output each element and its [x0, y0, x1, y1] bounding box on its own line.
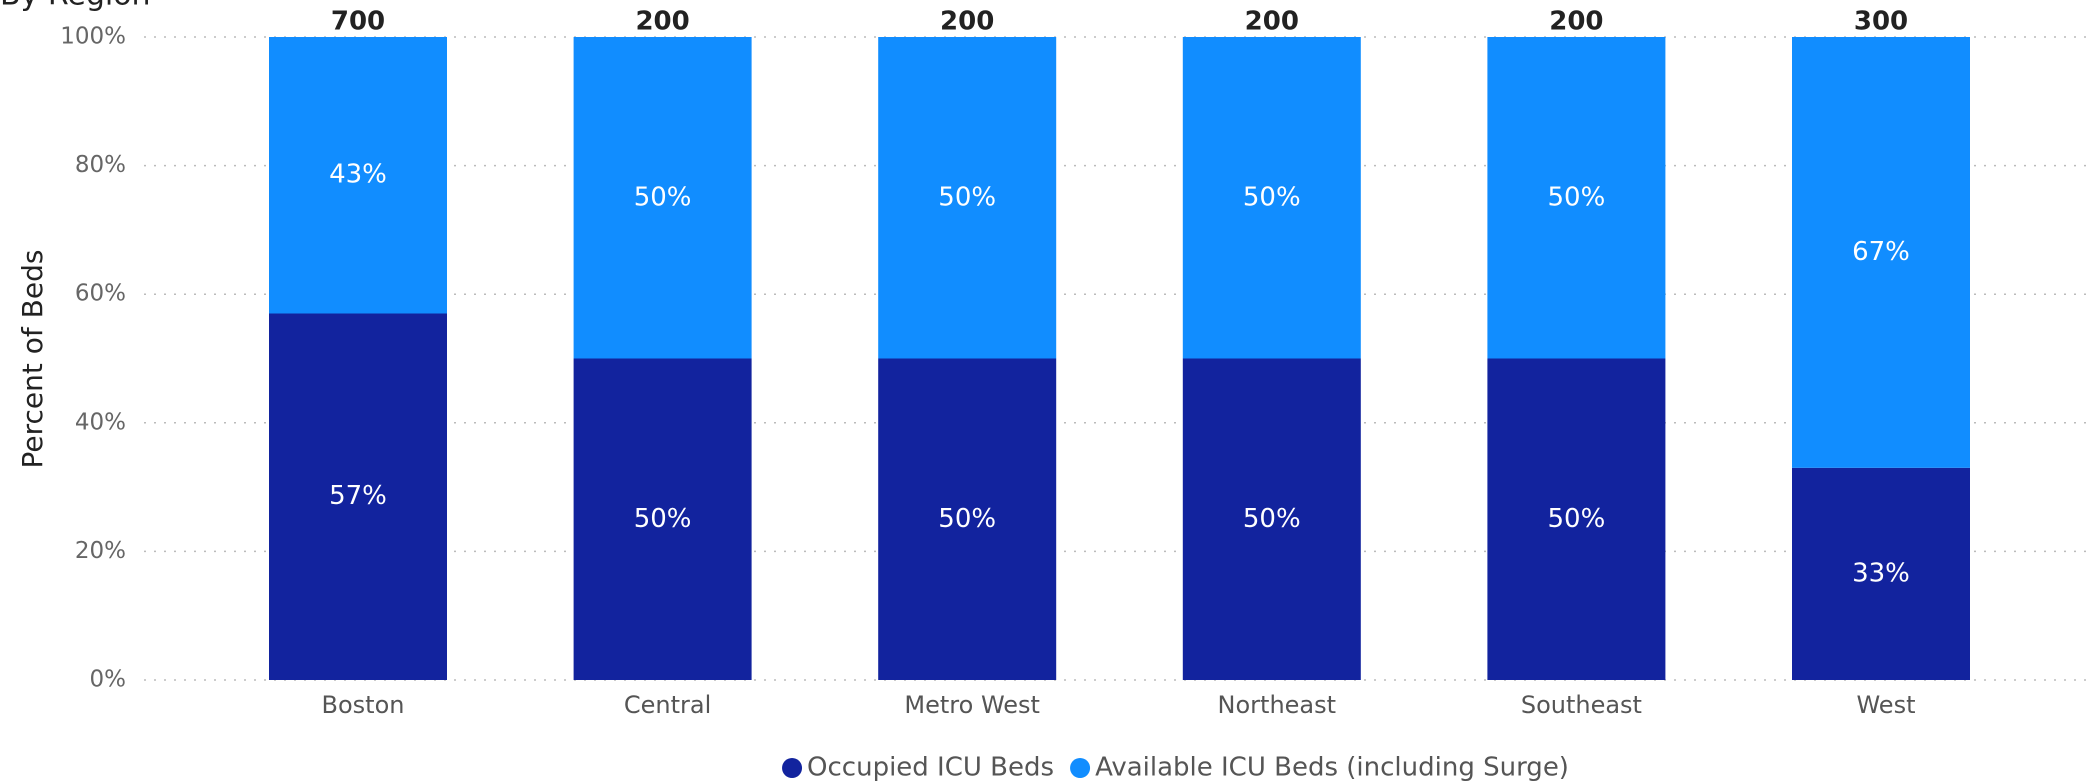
- data-label: 50%: [634, 504, 692, 534]
- data-label: 50%: [938, 504, 996, 534]
- data-label: 50%: [1548, 182, 1606, 212]
- bar-segment: [878, 37, 1057, 359]
- data-label: 50%: [1243, 182, 1301, 212]
- y-tick-label: 20%: [75, 538, 126, 564]
- x-tick-label: Metro West: [904, 691, 1040, 719]
- x-tick-label: Northeast: [1218, 691, 1337, 719]
- y-axis-title: Percent of Beds: [16, 250, 49, 469]
- bar-segment: [269, 313, 447, 680]
- total-label: 200: [1245, 7, 1299, 37]
- y-tick-label: 0%: [90, 667, 127, 693]
- legend-marker: [782, 758, 803, 778]
- y-tick-label: 80%: [75, 152, 126, 178]
- data-label: 50%: [938, 182, 996, 212]
- data-label: 33%: [1852, 558, 1910, 588]
- data-label: 57%: [329, 481, 387, 511]
- x-tick-label: Boston: [322, 691, 405, 719]
- legend-label: Available ICU Beds (including Surge): [1095, 753, 1569, 783]
- data-label: 67%: [1852, 237, 1910, 267]
- total-label: 300: [1854, 7, 1908, 37]
- bar-segment: [878, 358, 1057, 680]
- data-label: 50%: [1548, 504, 1606, 534]
- bar-segment: [1487, 37, 1666, 359]
- x-tick-label: West: [1856, 691, 1915, 719]
- data-label: 43%: [329, 160, 387, 190]
- bar-segment: [1182, 37, 1361, 359]
- legend-marker: [1070, 758, 1091, 778]
- total-label: 200: [1549, 7, 1603, 37]
- total-label: 200: [635, 7, 689, 37]
- bar-segment: [1182, 358, 1361, 680]
- total-label: 700: [331, 7, 385, 37]
- y-tick-label: 40%: [75, 409, 126, 435]
- bar-segment: [1792, 37, 1970, 468]
- total-label: 200: [940, 7, 994, 37]
- bar-segment: [1487, 358, 1666, 680]
- x-tick-label: Central: [624, 691, 711, 719]
- bar-segment: [269, 37, 447, 314]
- data-label: 50%: [634, 182, 692, 212]
- legend-label: Occupied ICU Beds: [807, 753, 1054, 783]
- y-tick-label: 60%: [75, 281, 126, 307]
- bar-segment: [573, 358, 752, 680]
- x-tick-label: Southeast: [1521, 691, 1642, 719]
- bar-segment: [573, 37, 752, 359]
- y-tick-label: 100%: [60, 24, 126, 50]
- data-label: 50%: [1243, 504, 1301, 534]
- chart-title: By Region: [0, 0, 151, 13]
- bar-segment: [1792, 467, 1970, 680]
